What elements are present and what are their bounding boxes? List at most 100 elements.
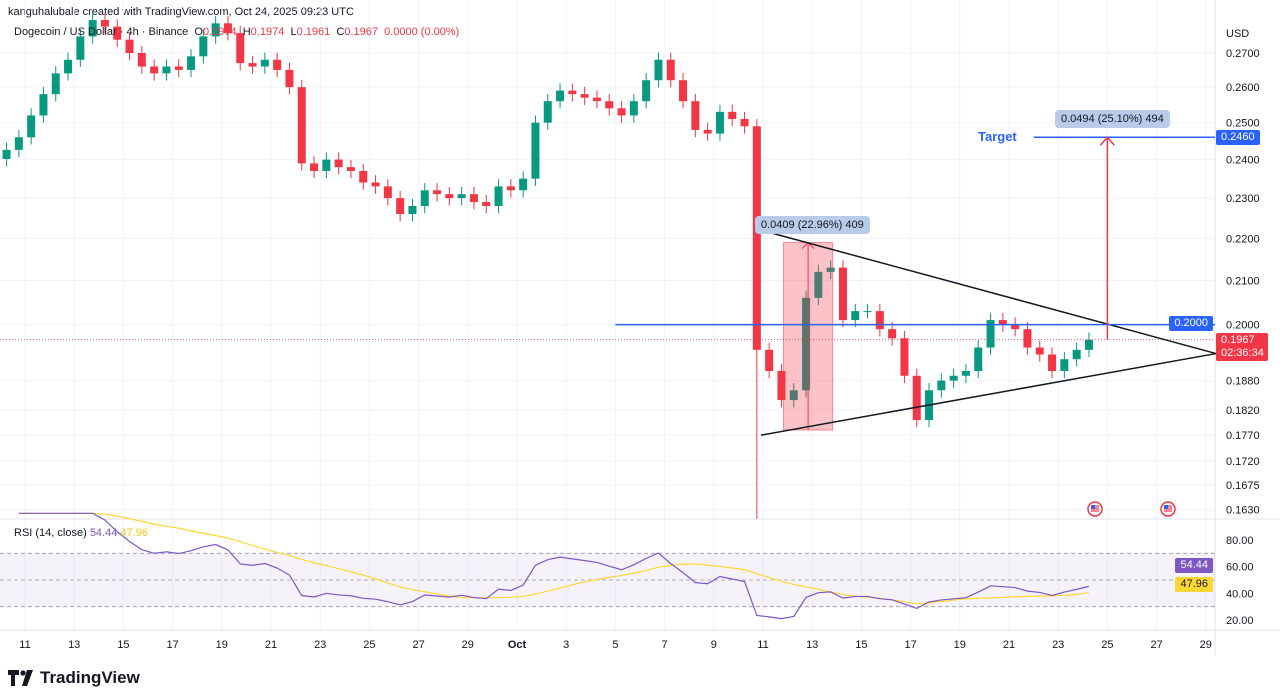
target-price-tag: 0.2460 [1216, 130, 1260, 145]
rsi-band [0, 553, 1215, 607]
candle [371, 182, 380, 187]
candle [1011, 324, 1020, 330]
candles [2, 12, 1093, 519]
last-price-tag: 0.1967 02:36:34 [1216, 333, 1268, 361]
triangle-upper-trendline [760, 229, 1217, 355]
candle [531, 122, 540, 179]
rsi-legend: RSI (14, close) 54.44 47.96 [14, 527, 148, 539]
time-tick: 23 [314, 639, 326, 651]
candle [740, 119, 749, 127]
chart-credit: kanguhalubale created with TradingView.c… [8, 6, 354, 18]
price-tick: 0.1770 [1226, 430, 1260, 442]
high-label: H [242, 26, 251, 38]
candle [100, 20, 109, 27]
rsi-ma-value: 47.96 [120, 527, 148, 539]
candle [248, 63, 257, 67]
close-value: 0.1967 [344, 26, 378, 38]
price-tick: 0.2300 [1226, 193, 1260, 205]
candle [728, 111, 737, 120]
candle [949, 375, 958, 381]
candle [457, 194, 466, 199]
time-tick: 15 [117, 639, 129, 651]
currency-label: USD [1226, 28, 1250, 40]
time-tick: 29 [462, 639, 474, 651]
candle [346, 167, 355, 171]
price-tick: 0.1820 [1226, 405, 1260, 417]
candle [297, 87, 306, 164]
time-tick: 7 [662, 639, 668, 651]
candle [506, 186, 515, 191]
candle [863, 311, 872, 313]
time-tick: 13 [806, 639, 818, 651]
candle [715, 111, 724, 134]
candle [765, 349, 774, 372]
time-tick: Oct [508, 639, 527, 651]
candle [1035, 347, 1044, 355]
target-label: Target [978, 129, 1017, 144]
candle [961, 371, 970, 376]
us-flag-event-icon [1160, 501, 1176, 517]
rsi-ma-tag: 47.96 [1175, 577, 1213, 592]
rsi-name[interactable]: RSI (14, close) [14, 527, 87, 539]
measure-label-target: 0.0494 (25.10%) 494 [1055, 110, 1170, 128]
change-value: 0.0000 (0.00%) [384, 26, 460, 38]
candle [310, 163, 319, 171]
time-tick: 19 [216, 639, 228, 651]
candle [2, 149, 11, 159]
bar-countdown: 02:36:34 [1221, 347, 1264, 359]
candle [580, 94, 589, 98]
candle [383, 186, 392, 199]
symbol-name[interactable]: Dogecoin / US Dollar · 4h · Binance [14, 26, 189, 38]
candle [679, 80, 688, 102]
price-tick: 0.2700 [1226, 48, 1260, 60]
time-tick: 13 [68, 639, 80, 651]
candle [64, 59, 73, 74]
brand-name: TradingView [40, 668, 140, 687]
candle [408, 206, 417, 214]
candle [125, 39, 134, 53]
candle [51, 73, 60, 95]
candle [211, 23, 220, 37]
candle [199, 36, 208, 57]
rsi-line [18, 512, 1090, 620]
candle [654, 59, 663, 81]
candle [14, 137, 23, 150]
time-tick: 19 [954, 639, 966, 651]
candle [752, 126, 761, 350]
tradingview-branding[interactable]: TradingView [8, 668, 140, 688]
time-tick: 23 [1052, 639, 1064, 651]
candle [556, 90, 565, 102]
price-tick: 0.2000 [1226, 320, 1260, 332]
symbol-legend: Dogecoin / US Dollar · 4h · Binance O0.1… [14, 26, 459, 38]
time-tick: 21 [1003, 639, 1015, 651]
candle [88, 20, 97, 37]
candle [223, 23, 232, 34]
triangle-lower-trendline [760, 352, 1217, 436]
candle [777, 371, 786, 401]
candle [137, 53, 146, 67]
rsi-ma-line [18, 512, 1090, 605]
rsi-tick: 20.00 [1226, 615, 1254, 627]
candle [236, 33, 245, 64]
time-tick: 5 [612, 639, 618, 651]
rsi-value: 54.44 [89, 527, 118, 539]
time-tick: 11 [19, 639, 30, 651]
candle [39, 94, 48, 116]
candle [482, 202, 491, 207]
candle [543, 101, 552, 123]
candle [826, 267, 835, 272]
rsi-tick: 40.00 [1226, 588, 1254, 600]
rsi-tag: 54.44 [1175, 558, 1213, 573]
candle [838, 267, 847, 321]
candle [1023, 329, 1032, 348]
time-tick: 17 [904, 639, 916, 651]
candle [396, 198, 405, 214]
time-tick: 15 [855, 639, 867, 651]
candle [162, 66, 171, 74]
time-tick: 27 [412, 639, 424, 651]
rsi-tick: 80.00 [1226, 535, 1254, 547]
price-tick: 0.2200 [1226, 233, 1260, 245]
candle [445, 194, 454, 199]
candle [260, 59, 269, 67]
